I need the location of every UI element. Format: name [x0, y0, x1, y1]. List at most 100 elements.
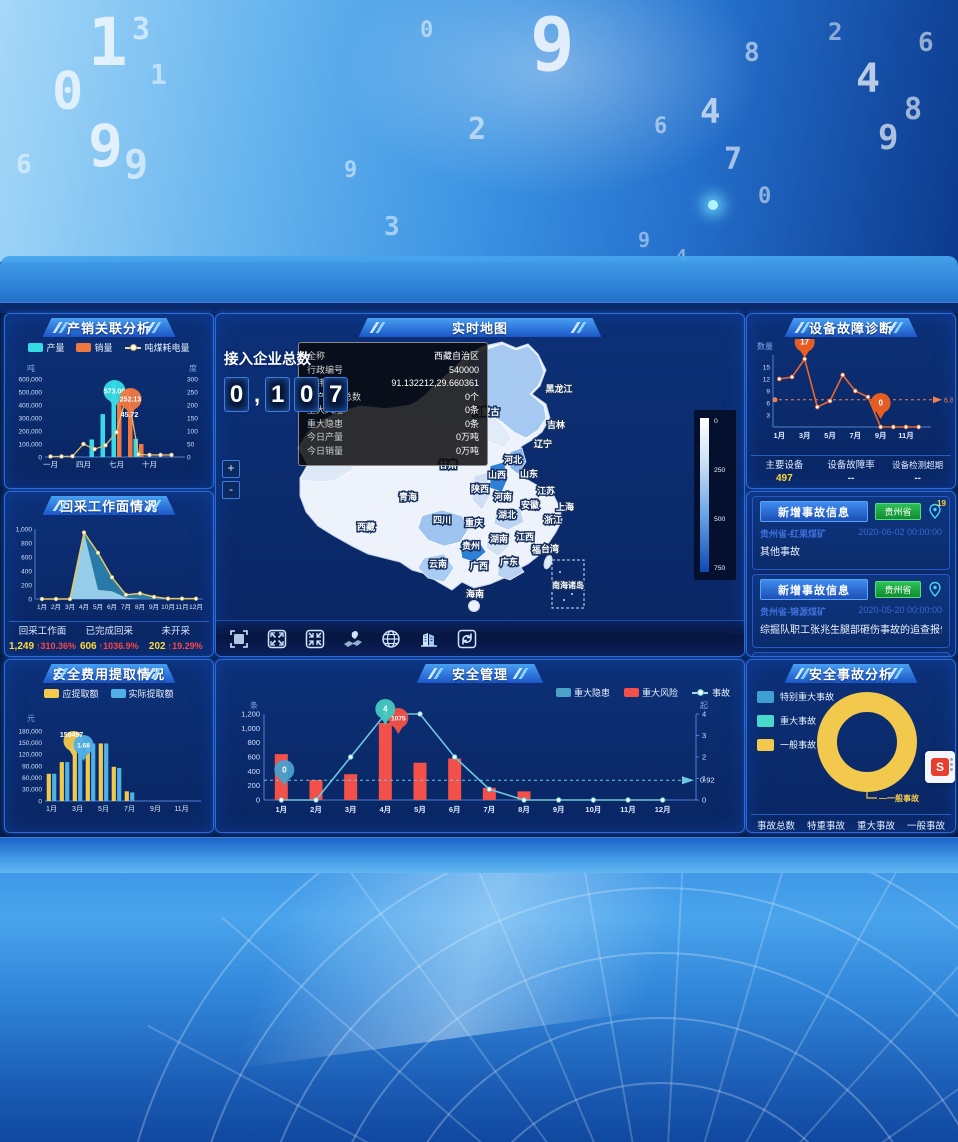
svg-text:10月: 10月: [585, 805, 601, 814]
refresh-icon[interactable]: [456, 628, 478, 650]
province-label[interactable]: 湖北: [496, 508, 517, 522]
accident-date: 2020-05-20 00:00:00: [858, 605, 942, 615]
svg-text:3月: 3月: [345, 805, 357, 814]
province-label[interactable]: 江苏: [535, 484, 556, 498]
svg-text:250: 250: [187, 389, 198, 396]
svg-text:300: 300: [187, 376, 198, 383]
province-badge[interactable]: 贵州省: [875, 581, 921, 598]
stat-completed: 已完成回采 606 ↑1036.9%: [79, 626, 139, 652]
globe-icon[interactable]: [380, 628, 402, 650]
location-pin-icon: [928, 581, 942, 598]
svg-text:2月: 2月: [51, 603, 61, 611]
province-label[interactable]: 湖南: [488, 532, 509, 546]
province-label[interactable]: 浙江: [542, 513, 563, 527]
province-label[interactable]: 广东: [498, 555, 519, 569]
province-label[interactable]: 黑龙江: [544, 382, 574, 396]
svg-text:5月: 5月: [414, 805, 426, 814]
province-label[interactable]: 重庆: [463, 516, 484, 530]
device-fault-stats: 主要设备 497 设备故障率 -- 设备检测超期 --: [751, 455, 951, 485]
new-accident-button[interactable]: 新增事故信息: [760, 579, 868, 600]
panel-title: 设备故障诊断: [784, 318, 917, 337]
new-accident-button[interactable]: 新增事故信息: [760, 501, 868, 522]
legend-expected[interactable]: 应提取额: [44, 687, 99, 700]
legend-production[interactable]: 产量: [28, 341, 64, 354]
province-label[interactable]: 河北: [502, 453, 523, 467]
teal-swatch-icon: [555, 687, 571, 697]
legend-sales[interactable]: 销量: [76, 341, 113, 354]
province-label[interactable]: 河南: [492, 490, 513, 504]
dashboard-bottom-band: [0, 837, 958, 873]
province-label[interactable]: 广西: [468, 559, 489, 573]
province-label[interactable]: 山西: [486, 468, 507, 482]
svg-text:9月: 9月: [149, 603, 159, 611]
province-badge[interactable]: 贵州省: [875, 503, 921, 520]
counter-comma: ,: [254, 381, 261, 407]
expand-icon[interactable]: [266, 628, 288, 650]
province-label[interactable]: 辽宁: [532, 437, 553, 451]
svg-text:200: 200: [21, 582, 32, 589]
red-swatch-icon: [623, 687, 639, 697]
panel-title-bar: 实时地图: [216, 317, 744, 339]
zoom-out-button[interactable]: -: [222, 481, 240, 499]
mining-face-stats: 回采工作面 1,249 ↑310.36% 已完成回采 606 ↑1036.9% 未开…: [9, 621, 209, 653]
background-digit: 4: [676, 246, 687, 262]
province-label[interactable]: 安徽: [519, 498, 541, 512]
province-label[interactable]: 贵州: [460, 539, 481, 553]
wireframe-globe: [136, 868, 958, 1142]
svg-text:0: 0: [282, 766, 287, 775]
zoom-in-button[interactable]: +: [222, 460, 240, 478]
legend-actual[interactable]: 实际提取额: [110, 687, 174, 700]
legend-risk[interactable]: 重大风险: [623, 686, 678, 699]
scale-gradient-bar: [700, 418, 709, 572]
legend-extra-major[interactable]: 特别重大事故: [757, 690, 834, 703]
province-label[interactable]: 海南: [464, 587, 485, 601]
province-label[interactable]: 上海: [554, 500, 575, 514]
svg-text:45.72: 45.72: [121, 412, 139, 419]
collapse-icon[interactable]: [304, 628, 326, 650]
line-dot-icon: [691, 689, 708, 696]
province-label[interactable]: 吉林: [545, 418, 567, 432]
analysis-legend: 特别重大事故 重大事故 一般事故: [757, 690, 834, 751]
province-label[interactable]: 山东: [518, 467, 539, 481]
province-label[interactable]: 福建: [529, 543, 552, 557]
svg-text:1月: 1月: [275, 805, 287, 814]
legend-general[interactable]: 一般事故: [757, 738, 834, 751]
building-icon[interactable]: [418, 628, 440, 650]
legend-power[interactable]: 吨煤耗电量: [124, 341, 190, 354]
stat-working-face: 回采工作面 1,249 ↑310.36%: [9, 626, 77, 652]
panel-title-bar: 安全费用提取情况: [5, 663, 213, 685]
province-label[interactable]: 青海: [397, 490, 418, 504]
background-digit: 4: [700, 92, 721, 132]
legend-accident[interactable]: 事故: [691, 686, 730, 699]
province-label[interactable]: 西藏: [355, 520, 376, 534]
province-label[interactable]: 台湾: [539, 542, 560, 556]
background-digit: 0: [758, 184, 772, 209]
province-label[interactable]: 四川: [431, 514, 452, 527]
province-label[interactable]: 云南: [427, 557, 448, 571]
counter-digit: 0: [224, 377, 249, 412]
panel-title: 产销关联分析: [42, 318, 175, 337]
svg-text:3月: 3月: [799, 431, 811, 440]
svg-text:3月: 3月: [72, 805, 83, 813]
china-map[interactable]: 南海诸岛黑龙江内蒙古吉林辽宁河北山西山东甘肃陕西河南江苏安徽上海浙江湖北重庆四川…: [216, 320, 744, 620]
legend-hazard[interactable]: 重大隐患: [555, 686, 610, 699]
stat-major-label: 重大事故: [856, 821, 895, 832]
province-label[interactable]: 陕西: [469, 482, 490, 496]
stat-extra-major-label: 特重事故: [806, 821, 845, 832]
floating-widget[interactable]: S: [925, 751, 955, 783]
panel-title: 回采工作面情况: [42, 496, 175, 515]
legend-major[interactable]: 重大事故: [757, 714, 834, 727]
widget-dots-icon: [950, 758, 953, 771]
province-label[interactable]: 江西: [514, 530, 535, 544]
dashboard-top-band: [0, 256, 958, 302]
map-hand-icon[interactable]: [342, 628, 364, 650]
frame-select-icon[interactable]: [228, 628, 250, 650]
svg-text:1月: 1月: [773, 431, 785, 440]
svg-text:1,200: 1,200: [241, 710, 260, 719]
prod-sales-legend: 产量 销量 吨煤耗电量: [5, 339, 213, 355]
tooltip-row: 重大隐患 0条: [307, 418, 479, 429]
background-digit: 9: [344, 158, 358, 183]
